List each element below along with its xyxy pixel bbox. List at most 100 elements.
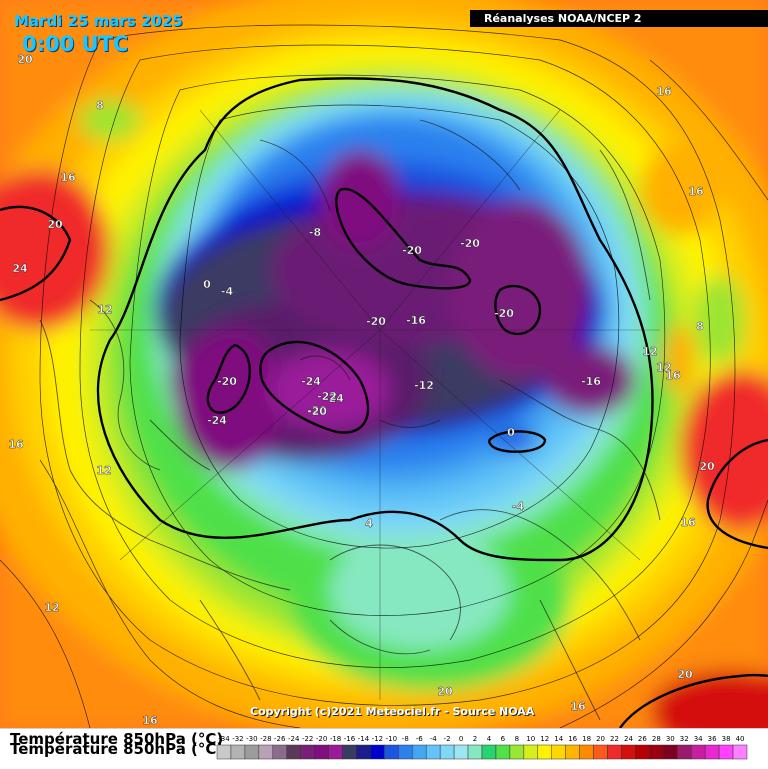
contour-label: -12 [414, 379, 434, 392]
legend-tick-label: 34 [694, 735, 703, 743]
contour-20-west [0, 205, 72, 302]
contour-label: 12 [97, 303, 112, 316]
copyright-notice: Copyright (c)2021 Meteociel.fr - Source … [250, 705, 535, 718]
contour-minus-20-west [206, 343, 251, 414]
map-date: Mardi 25 mars 2025 [14, 12, 183, 30]
contour-label: -16 [581, 375, 601, 388]
legend-tick-label: 24 [624, 735, 633, 743]
legend-tick-label: -26 [274, 735, 286, 743]
contour-label: 16 [8, 438, 24, 451]
legend-swatch [718, 744, 734, 760]
legend-swatch [384, 744, 399, 760]
legend-tick-label: 30 [666, 735, 675, 743]
legend-swatch [300, 744, 315, 760]
contour-label: 16 [570, 700, 586, 713]
legend-swatch [370, 744, 385, 760]
legend-tick-label: 18 [582, 735, 591, 743]
legend-tick-label: -28 [260, 735, 271, 743]
legend-tick-label: 12 [540, 735, 549, 743]
legend-tick-label: 16 [568, 735, 577, 743]
contour-label: -20 [307, 404, 327, 417]
legend-swatch [230, 744, 246, 760]
contour-label: -4 [512, 500, 525, 513]
legend-swatch [314, 744, 329, 760]
legend-tick-label: 22 [610, 735, 619, 743]
contour-label: 16 [665, 369, 681, 382]
legend-tick-label: -14 [358, 735, 370, 743]
legend-swatch [495, 744, 511, 760]
legend-swatch [272, 744, 287, 760]
legend-tick-label: 4 [487, 735, 492, 743]
legend-tick-label: 0 [459, 735, 463, 743]
legend-tick-label: 36 [708, 735, 717, 743]
contour-label: 20 [47, 218, 63, 231]
contour-label: 20 [17, 53, 33, 66]
contour-label: -22 [317, 390, 337, 403]
legend-tick-label: -18 [330, 735, 341, 743]
legend-swatch [621, 744, 636, 760]
legend-title-shadow: Température 850hPa (°C) [10, 740, 224, 758]
legend-swatch [579, 744, 594, 760]
contour-label: 16 [142, 714, 158, 727]
temperature-map: 20 8 16 20 24 0 -4 12 16 12 12 -8 -20 -2… [0, 0, 768, 728]
contour-20-southeast [619, 673, 768, 728]
legend-swatch [593, 744, 608, 760]
contour-label: 20 [437, 685, 453, 698]
contour-label: -20 [217, 375, 237, 388]
contour-label: 12 [642, 345, 657, 358]
legend-tick-label: 32 [680, 735, 689, 743]
contour-label: 16 [680, 516, 696, 529]
color-scale: -34 -32 -30 -28 -26 -24 -22 -20 -18 -16 -14 -12 -10-… [216, 735, 748, 760]
map-time: 0:00 UTC [22, 32, 129, 56]
contour-minus-20-east [494, 284, 542, 336]
legend-swatch [258, 744, 274, 760]
legend-tick-label: 40 [736, 735, 745, 743]
legend-tick-label: 2 [473, 735, 477, 743]
contour-label: -4 [221, 285, 234, 298]
legend-swatch [551, 744, 566, 760]
legend-swatch [732, 744, 748, 760]
legend-swatch [398, 744, 413, 760]
legend-tick-label: 6 [501, 735, 506, 743]
contour-label: -24 [324, 392, 344, 405]
legend-tick-label: -34 [218, 735, 230, 743]
legend-swatch [356, 744, 371, 760]
legend-swatch [453, 744, 469, 760]
contour-label: 8 [96, 99, 104, 112]
legend-tick-label: -32 [232, 735, 243, 743]
legend-tick-label: -20 [316, 735, 327, 743]
contour-label: -24 [301, 375, 321, 388]
legend-tick-label: -30 [246, 735, 257, 743]
legend-swatch [467, 744, 483, 760]
contour-minus-20-center [259, 340, 370, 434]
legend-swatch [663, 744, 678, 760]
data-source-banner: Réanalyses NOAA/NCEP 2 [470, 10, 768, 27]
legend-swatch [509, 744, 525, 760]
legend-swatch [439, 744, 455, 760]
contour-label: 12 [656, 361, 671, 374]
contour-label: 12 [96, 464, 111, 477]
legend-swatch [523, 744, 539, 760]
legend-title: Température 850hPa (°C) [10, 730, 224, 748]
contour-label: 16 [60, 171, 76, 184]
contour-label: 0 [507, 426, 515, 439]
contour-label: -24 [207, 414, 227, 427]
legend-swatch [565, 744, 580, 760]
legend-swatch [328, 744, 343, 760]
legend-swatch [607, 744, 622, 760]
contour-label: 0 [203, 278, 211, 291]
legend-swatch [244, 744, 260, 760]
legend-tick-label: 28 [652, 735, 661, 743]
legend-tick-label: -2 [444, 735, 451, 743]
legend-tick-label: -22 [302, 735, 313, 743]
legend-swatch [342, 744, 357, 760]
contour-label: 4 [365, 517, 373, 530]
legend-tick-label: 10 [526, 735, 535, 743]
legend-swatch [635, 744, 650, 760]
legend-tick-label: 38 [722, 735, 731, 743]
legend-tick-label: -16 [344, 735, 356, 743]
contour-label: 12 [44, 601, 59, 614]
contour-label: -16 [406, 314, 426, 327]
contour-label: 16 [688, 185, 704, 198]
contour-label: 16 [656, 85, 672, 98]
